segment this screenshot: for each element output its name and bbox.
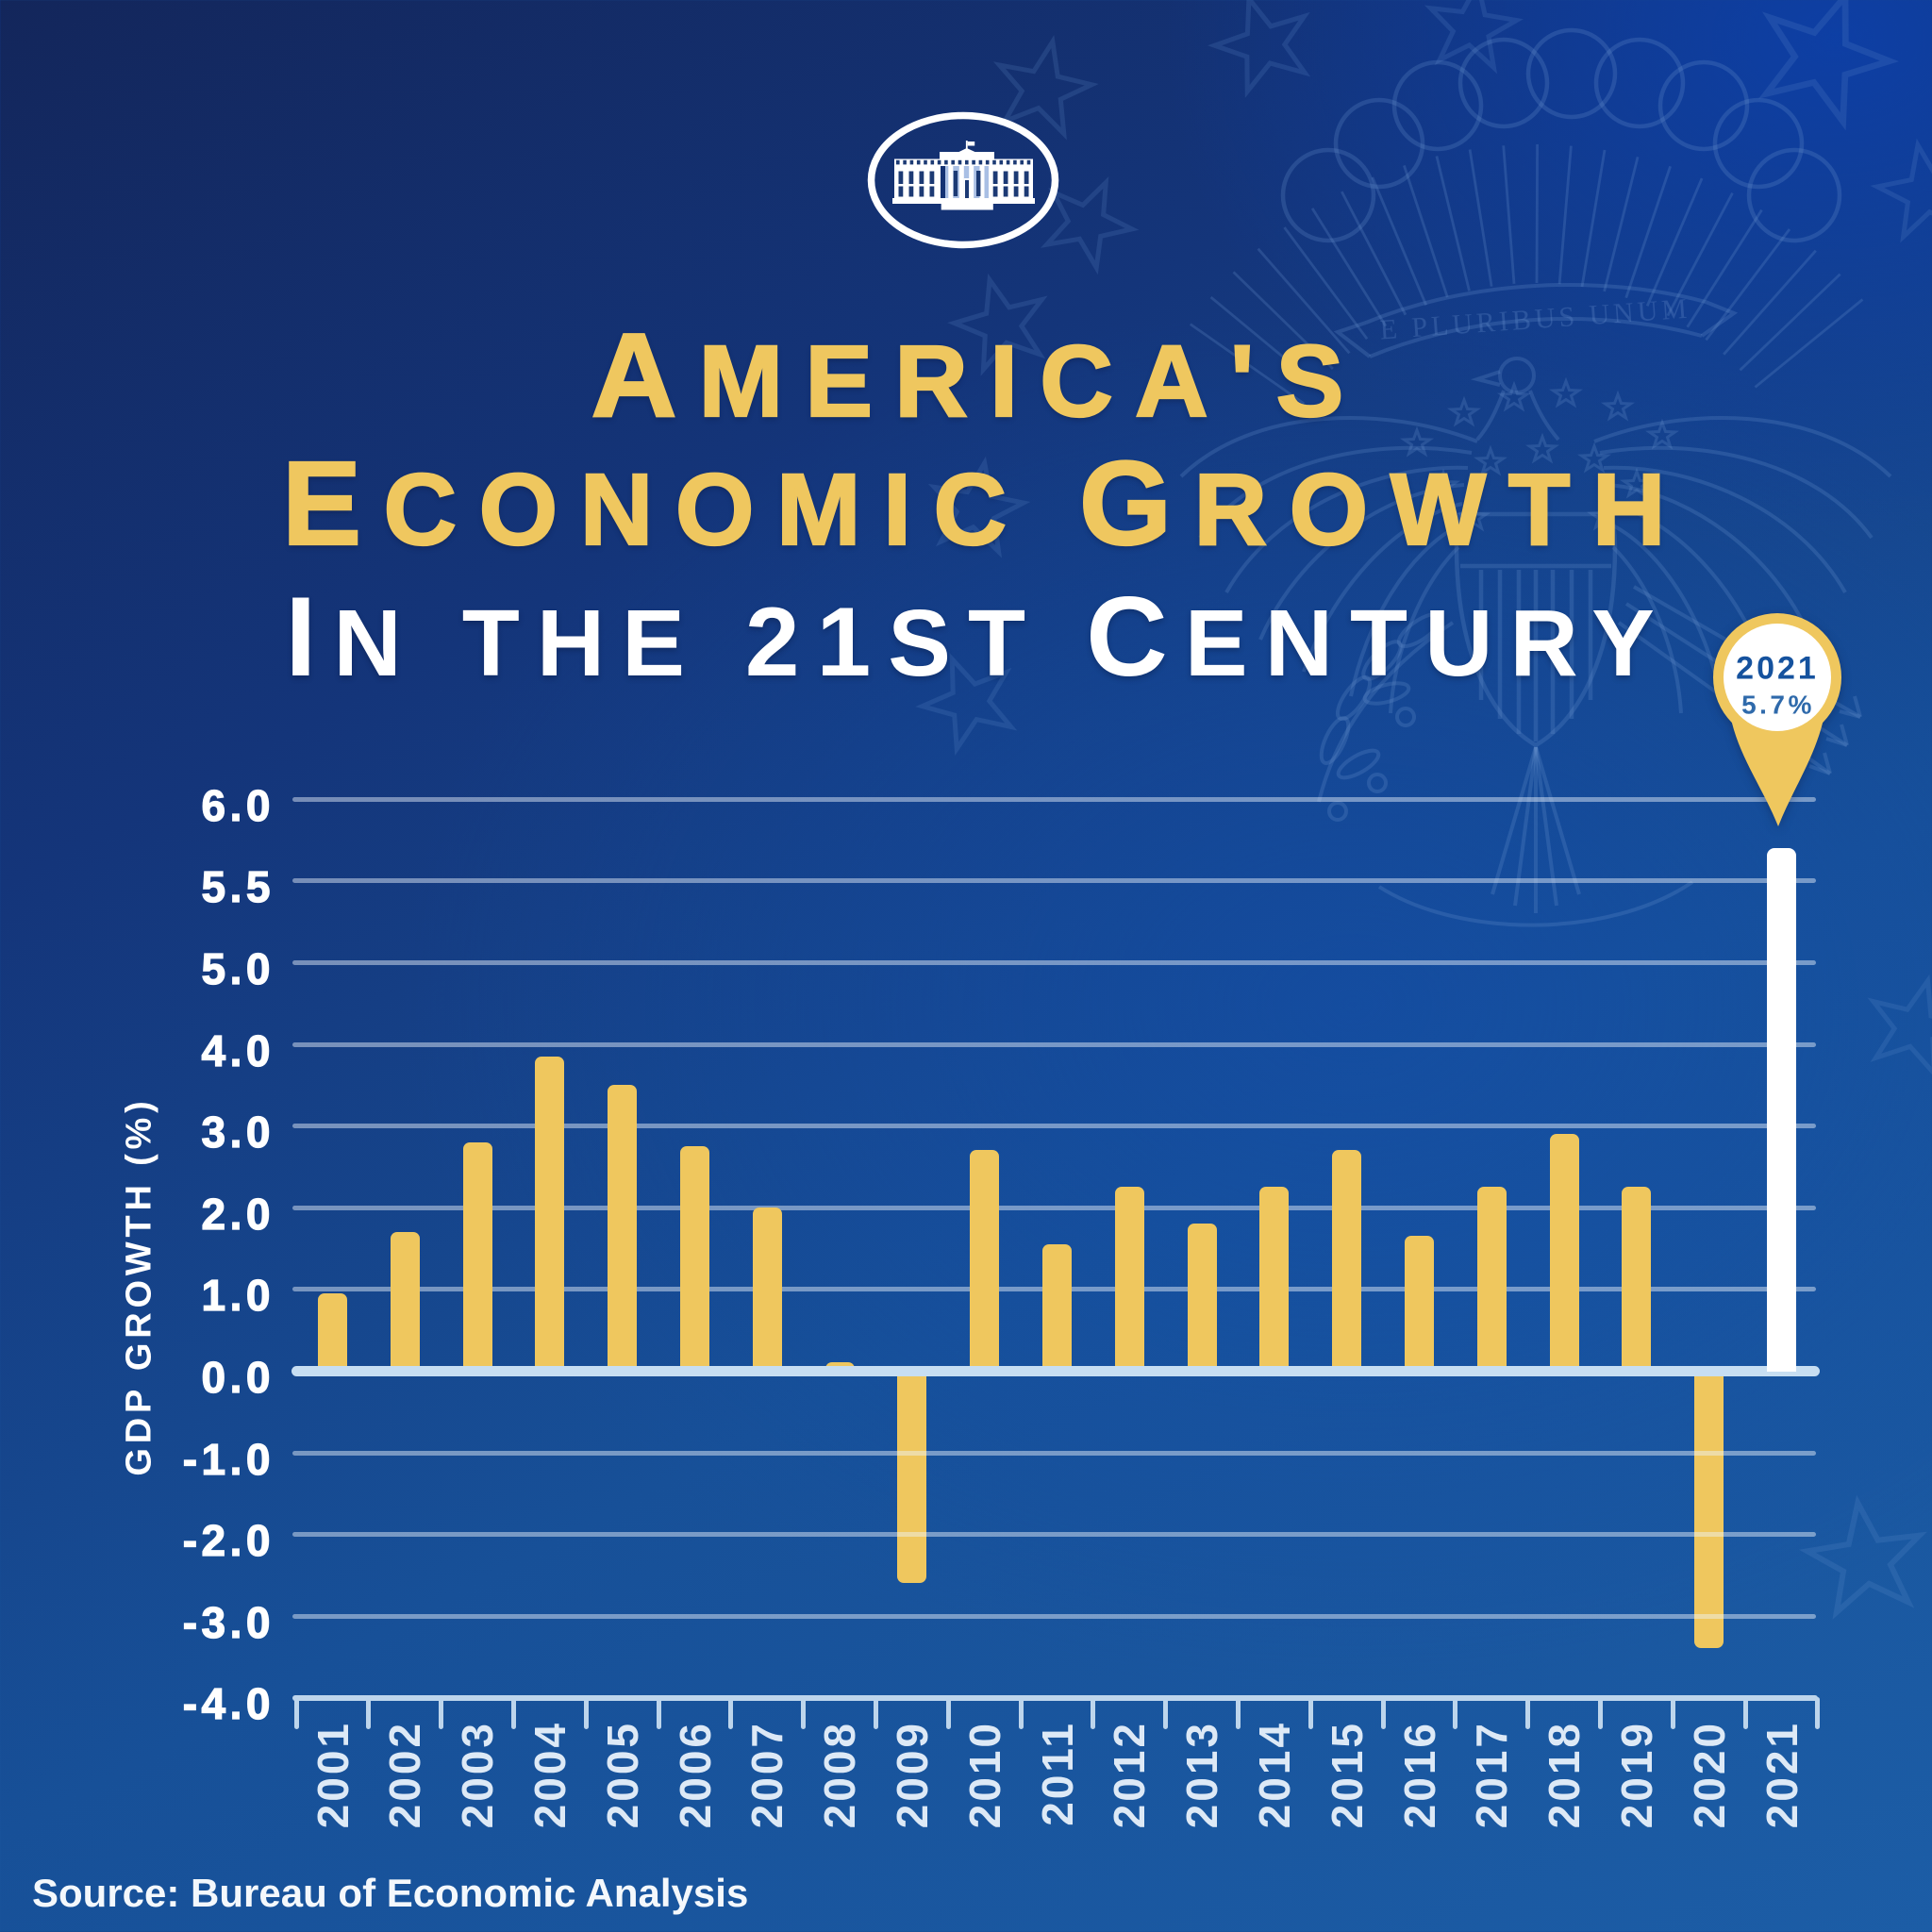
svg-text:2021: 2021 [1736,651,1819,687]
svg-text:5.7%: 5.7% [1741,691,1815,720]
